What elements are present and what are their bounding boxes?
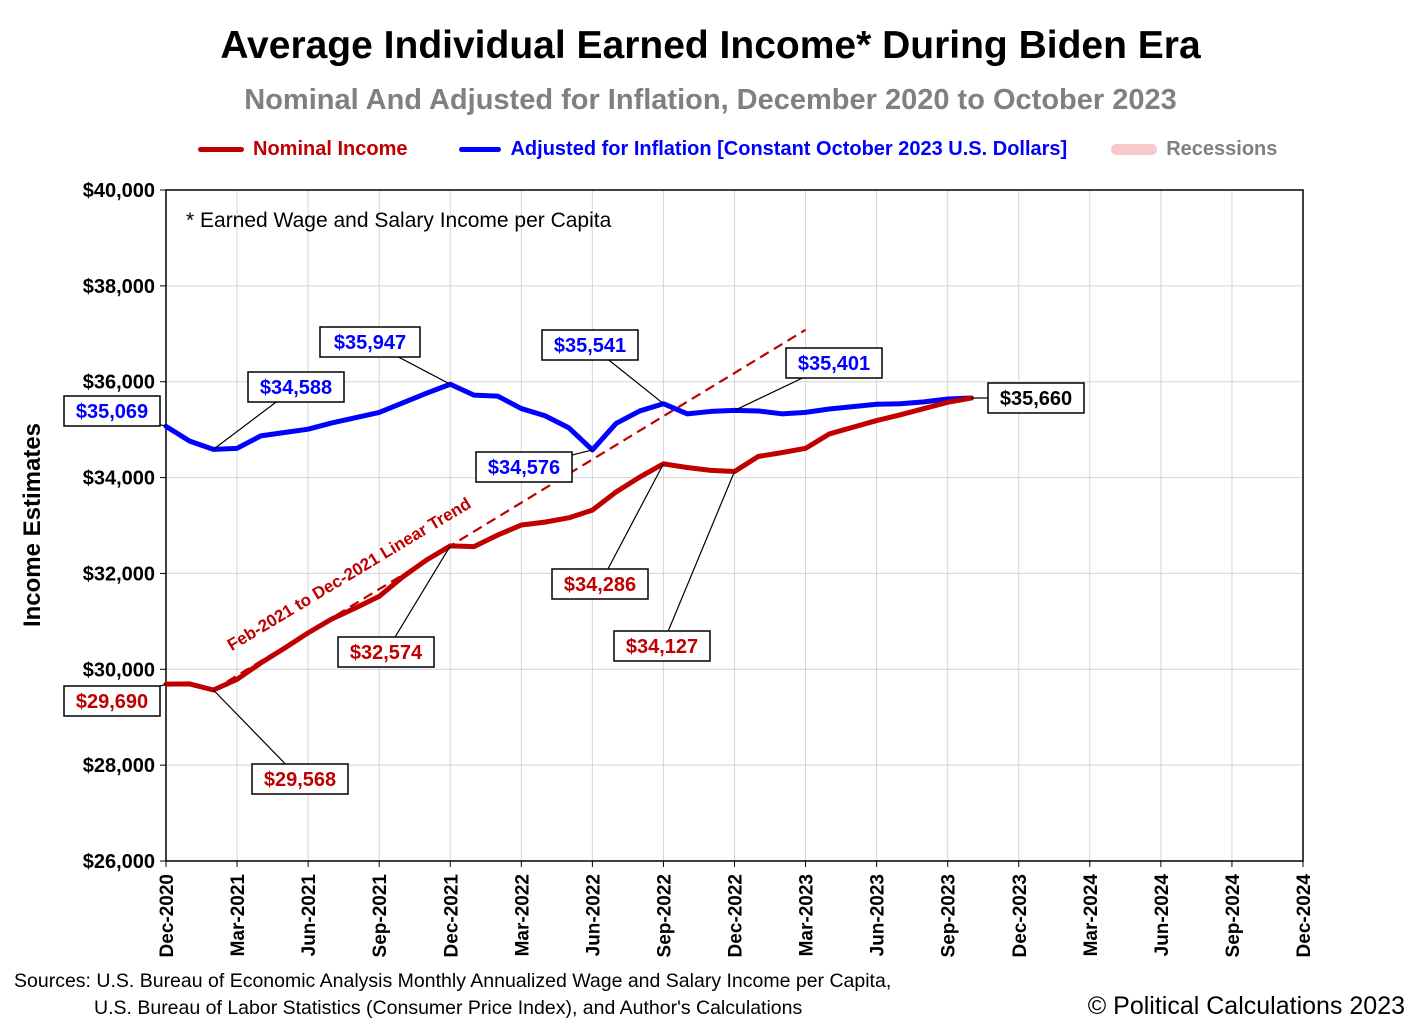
- callout-box: [251, 763, 349, 795]
- callout-value: $32,574: [350, 642, 423, 664]
- y-axis-title: Income Estimates: [19, 423, 46, 627]
- callout-value: $35,069: [76, 401, 148, 423]
- y-tick-label: $36,000: [83, 372, 155, 394]
- callout-value: $34,576: [488, 457, 560, 479]
- x-tick-label: Jun-2023: [868, 874, 889, 956]
- x-tick-label: Sep-2021: [370, 874, 391, 958]
- recessions-band-swatch: [1111, 143, 1158, 155]
- x-tick-label: Mar-2022: [512, 874, 533, 956]
- series-nominal: [163, 395, 974, 693]
- x-tick-label: Mar-2024: [1081, 874, 1102, 957]
- callout-value: $35,947: [334, 332, 406, 354]
- chart-footnote: * Earned Wage and Salary Income per Capi…: [186, 209, 612, 232]
- chart-title: Average Individual Earned Income* During…: [220, 24, 1201, 67]
- legend-label-nominal: Nominal Income: [253, 137, 408, 160]
- x-tick-label: Sep-2024: [1223, 874, 1244, 958]
- x-tick-label: Mar-2023: [797, 874, 818, 956]
- nominal-line-swatch: [198, 146, 244, 152]
- y-tick-label: $40,000: [83, 180, 155, 202]
- y-tick-label: $30,000: [83, 659, 155, 681]
- y-tick-label: $28,000: [83, 755, 155, 777]
- x-tick-label: Jun-2021: [299, 874, 320, 957]
- legend-label-real: Adjusted for Inflation [Constant October…: [510, 137, 1068, 160]
- callout-box: [475, 451, 573, 483]
- callout-value: $29,690: [76, 691, 148, 713]
- y-tick-label: $26,000: [83, 851, 155, 873]
- legend: Nominal Income Adjusted for Inflation [C…: [198, 136, 1277, 162]
- trend-label: Feb-2021 to Dec-2021 Linear Trend: [224, 494, 474, 655]
- x-tick-label: Dec-2020: [157, 874, 178, 957]
- x-tick-label: Sep-2023: [939, 874, 960, 957]
- callout-box: [987, 382, 1085, 414]
- x-tick-label: Dec-2021: [441, 874, 462, 958]
- callout-value: $34,588: [260, 377, 332, 399]
- callout-box: [63, 685, 161, 717]
- x-tick-label: Dec-2024: [1294, 874, 1315, 958]
- copyright: © Political Calculations 2023: [1087, 992, 1405, 1020]
- callout-box: [541, 329, 639, 361]
- callout-box: [551, 568, 649, 600]
- x-tick-label: Sep-2022: [654, 874, 675, 957]
- x-tick-label: Jun-2024: [1152, 874, 1173, 957]
- income-chart: $26,000 $28,000 $30,000 $32,000 $34,000 $36,0…: [19, 180, 1315, 958]
- x-tick-label: Mar-2021: [228, 874, 249, 957]
- y-tick-label: $34,000: [83, 468, 155, 490]
- series-real: [163, 381, 974, 453]
- real-line-swatch: [459, 146, 502, 152]
- chart-subtitle: Nominal And Adjusted for Inflation, Dece…: [244, 84, 1177, 116]
- sources-line2: U.S. Bureau of Labor Statistics (Consume…: [94, 997, 803, 1020]
- callout-value: $35,401: [798, 353, 870, 375]
- sources-note: Sources: U.S. Bureau of Economic Analysi…: [14, 968, 891, 1023]
- callout-leader: [599, 463, 664, 585]
- callout-value: $35,660: [1000, 388, 1072, 410]
- x-tick-label: Dec-2023: [1010, 874, 1031, 957]
- callout-box: [613, 630, 711, 662]
- callout-value: $34,286: [564, 574, 636, 596]
- y-tick-label: $32,000: [83, 563, 155, 585]
- callout-box: [247, 371, 345, 403]
- x-tick-label: Jun-2022: [583, 874, 604, 956]
- callout-leader: [385, 545, 451, 653]
- callout-box: [319, 326, 421, 358]
- callout-value: $29,568: [264, 769, 336, 791]
- callout-box: [785, 347, 883, 379]
- callout-box: [63, 395, 161, 427]
- callout-leader: [661, 471, 736, 647]
- x-tick-label: Dec-2022: [726, 874, 747, 957]
- callout-box: [337, 636, 435, 668]
- callout-value: $34,127: [626, 636, 698, 658]
- callout-value: $35,541: [554, 335, 626, 357]
- legend-label-recessions: Recessions: [1166, 137, 1278, 160]
- sources-line1: Sources: U.S. Bureau of Economic Analysi…: [14, 970, 892, 992]
- plot-border: [165, 189, 1304, 862]
- y-tick-label: $38,000: [83, 276, 155, 298]
